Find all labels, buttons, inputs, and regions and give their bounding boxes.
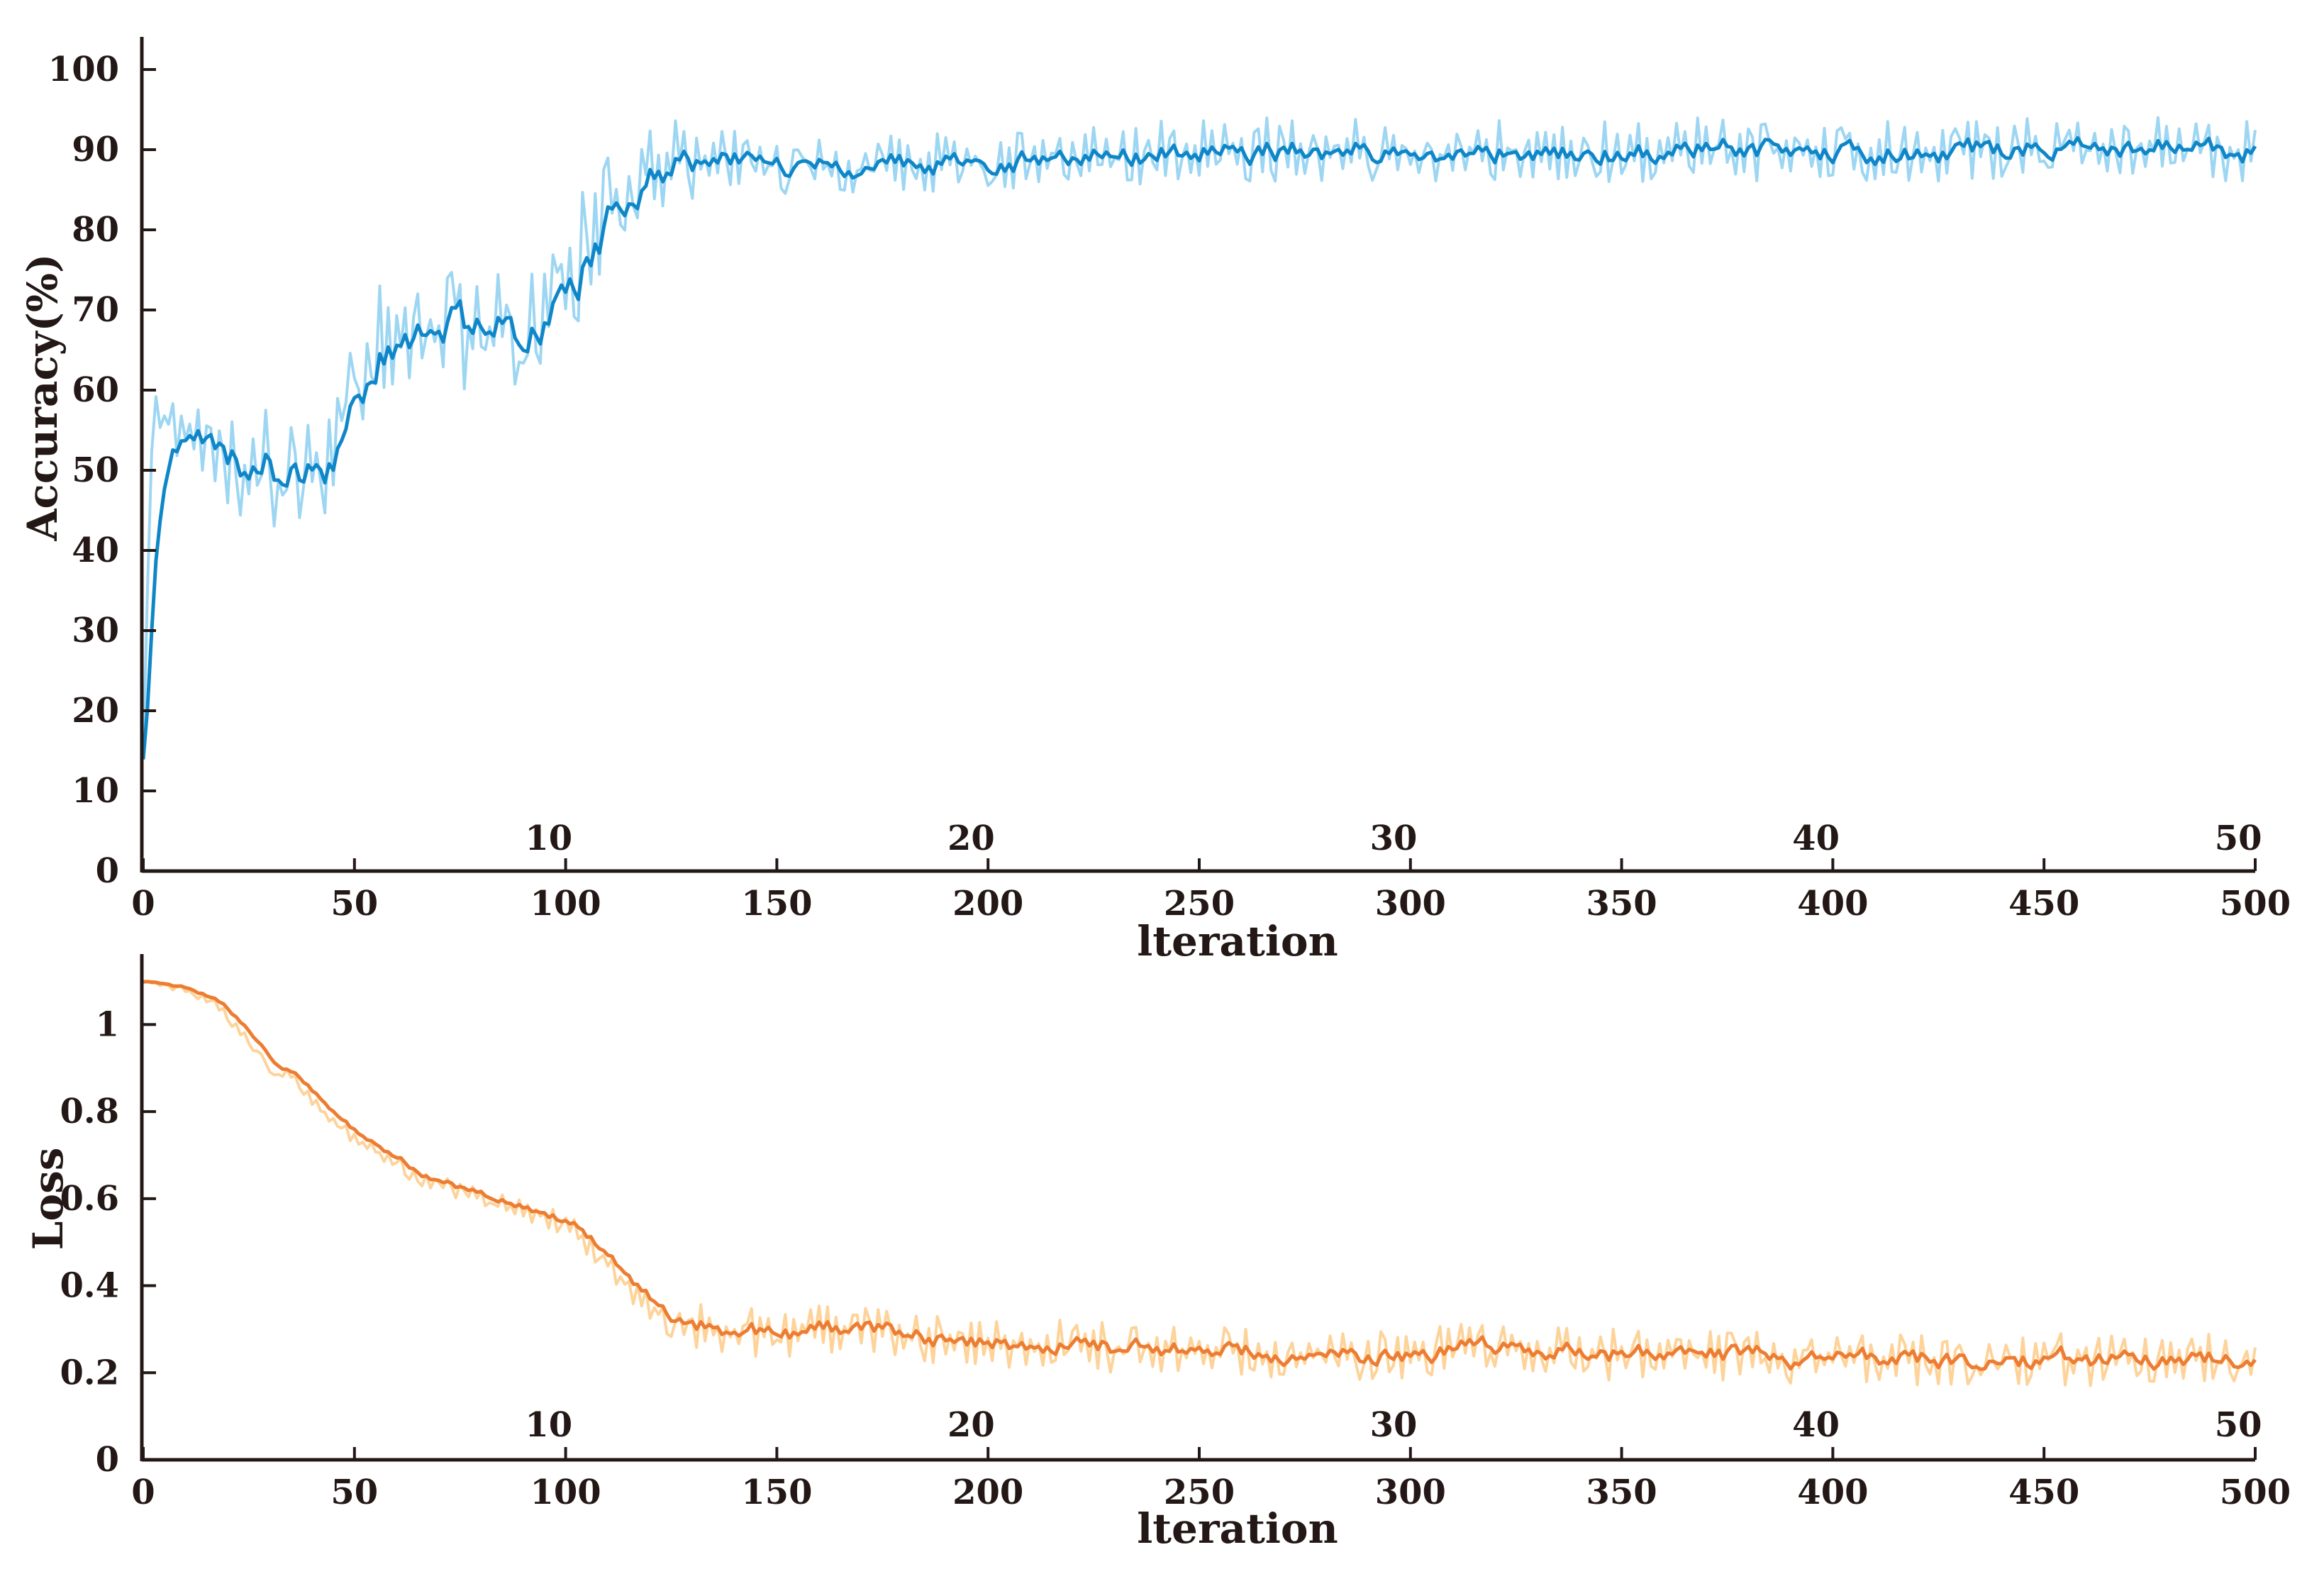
accuracy-x-tick-label: 300 <box>1375 884 1446 924</box>
accuracy-y-axis-title: Accuracy(%) <box>18 254 67 542</box>
accuracy-y-tick-label: 80 <box>72 210 119 250</box>
loss-smooth-line <box>143 980 2257 1371</box>
loss-raw-layer <box>143 980 2257 1387</box>
accuracy-x-tick-label: 500 <box>2220 884 2291 924</box>
accuracy-x-tick-label: 0 <box>131 884 155 924</box>
loss-y-tick-label: 0.8 <box>60 1092 119 1131</box>
accuracy-smooth-line <box>141 135 2257 760</box>
loss-epoch-tick-label: 50 <box>2215 1405 2262 1445</box>
loss-y-tick-label: 0.6 <box>60 1179 119 1219</box>
loss-x-tick-label: 250 <box>1164 1473 1235 1512</box>
loss-epoch-tick-label: 10 <box>525 1405 572 1445</box>
loss-x-tick-label: 100 <box>530 1473 601 1512</box>
accuracy-epoch-tick-label: 20 <box>947 819 995 858</box>
loss-y-tick-label: 1 <box>96 1004 119 1044</box>
accuracy-y-tick-label: 60 <box>72 370 119 410</box>
accuracy-y-tick-label: 30 <box>72 611 119 650</box>
loss-x-tick-label: 400 <box>1797 1473 1868 1512</box>
accuracy-y-tick-label: 90 <box>72 130 119 170</box>
accuracy-raw-line <box>142 116 2257 760</box>
loss-y-tick-label: 0.4 <box>60 1266 119 1306</box>
accuracy-y-tick-label: 70 <box>72 290 119 330</box>
loss-x-tick-label: 50 <box>330 1473 378 1512</box>
accuracy-epoch-tick-label: 30 <box>1370 819 1418 858</box>
loss-y-tick-label: 0.2 <box>60 1353 119 1392</box>
accuracy-y-tick-label: 40 <box>72 531 119 570</box>
accuracy-x-tick-label: 100 <box>530 884 601 924</box>
loss-x-tick-label: 450 <box>2008 1473 2079 1512</box>
accuracy-y-tick-label: 100 <box>48 50 119 89</box>
accuracy-epoch-tick-label: 50 <box>2215 819 2262 858</box>
accuracy-x-axis-title: lteration <box>1137 917 1338 965</box>
accuracy-x-tick-label: 450 <box>2008 884 2079 924</box>
loss-x-axis-title: lteration <box>1137 1504 1338 1553</box>
loss-x-tick-label: 350 <box>1586 1473 1657 1512</box>
loss-epoch-tick-label: 40 <box>1792 1405 1840 1445</box>
accuracy-y-tick-label: 20 <box>72 691 119 731</box>
loss-raw-line <box>143 980 2257 1387</box>
accuracy-x-tick-label: 350 <box>1586 884 1657 924</box>
loss-epoch-tick-label: 30 <box>1370 1405 1418 1445</box>
loss-y-tick-label: 0 <box>96 1440 119 1480</box>
loss-x-tick-label: 200 <box>952 1473 1023 1512</box>
loss-x-tick-label: 300 <box>1375 1473 1446 1512</box>
accuracy-raw-layer <box>142 116 2257 760</box>
loss-epoch-tick-label: 20 <box>947 1405 995 1445</box>
loss-y-axis-title: Loss <box>24 1148 72 1251</box>
accuracy-epoch-tick-label: 40 <box>1792 819 1840 858</box>
accuracy-epoch-tick-label: 10 <box>525 819 572 858</box>
loss-x-tick-label: 500 <box>2220 1473 2291 1512</box>
accuracy-x-tick-label: 250 <box>1164 884 1235 924</box>
accuracy-smooth-layer <box>141 135 2257 760</box>
accuracy-x-tick-label: 150 <box>741 884 812 924</box>
accuracy-y-tick-label: 10 <box>72 771 119 811</box>
accuracy-x-tick-label: 200 <box>952 884 1023 924</box>
accuracy-x-tick-label: 50 <box>330 884 378 924</box>
loss-x-tick-label: 150 <box>741 1473 812 1512</box>
loss-smooth-layer <box>143 980 2257 1371</box>
accuracy-y-tick-label: 50 <box>72 450 119 490</box>
accuracy-x-tick-label: 400 <box>1797 884 1868 924</box>
loss-x-tick-label: 0 <box>131 1473 155 1512</box>
accuracy-y-tick-label: 0 <box>96 851 119 891</box>
